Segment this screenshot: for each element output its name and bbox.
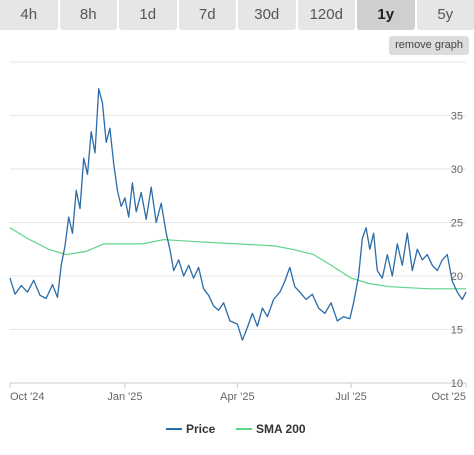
y-tick-label: 20 [451, 271, 463, 283]
tab-120d[interactable]: 120d [297, 0, 355, 30]
legend-label: Price [186, 422, 216, 436]
x-tick-label: Oct '24 [10, 391, 45, 403]
y-axis: 10 15 20 25 30 35 [451, 111, 463, 391]
y-tick-label: 10 [451, 378, 463, 390]
y-tick-label: 25 [451, 218, 463, 230]
legend: Price SMA 200 [166, 422, 306, 436]
x-tick-label: Oct '25 [431, 391, 466, 403]
sma-200-series-line [9, 227, 466, 290]
tab-8h[interactable]: 8h [59, 0, 117, 30]
tab-4h[interactable]: 4h [0, 0, 58, 30]
tab-1d[interactable]: 1d [119, 0, 177, 30]
x-tick-label: Jul '25 [335, 391, 366, 403]
x-axis: Oct '24 Jan '25 Apr '25 Jul '25 Oct '25 [9, 383, 467, 403]
series-lines [9, 88, 467, 341]
y-tick-label: 35 [451, 111, 463, 123]
grid-lines [10, 61, 466, 384]
tab-7d[interactable]: 7d [178, 0, 236, 30]
y-tick-label: 15 [451, 325, 463, 337]
timeframe-tabs: 4h 8h 1d 7d 30d 120d 1y 5y [0, 0, 474, 30]
y-tick-label: 30 [451, 164, 463, 176]
tab-30d[interactable]: 30d [238, 0, 296, 30]
legend-label: SMA 200 [256, 422, 306, 436]
remove-graph-button[interactable]: remove graph [389, 36, 469, 55]
legend-sma-200[interactable]: SMA 200 [236, 422, 306, 436]
x-tick-label: Apr '25 [220, 391, 255, 403]
legend-price[interactable]: Price [166, 422, 216, 436]
price-series-line [9, 88, 467, 341]
tab-5y[interactable]: 5y [416, 0, 474, 30]
x-tick-label: Jan '25 [107, 391, 142, 403]
tab-1y[interactable]: 1y [357, 0, 415, 30]
